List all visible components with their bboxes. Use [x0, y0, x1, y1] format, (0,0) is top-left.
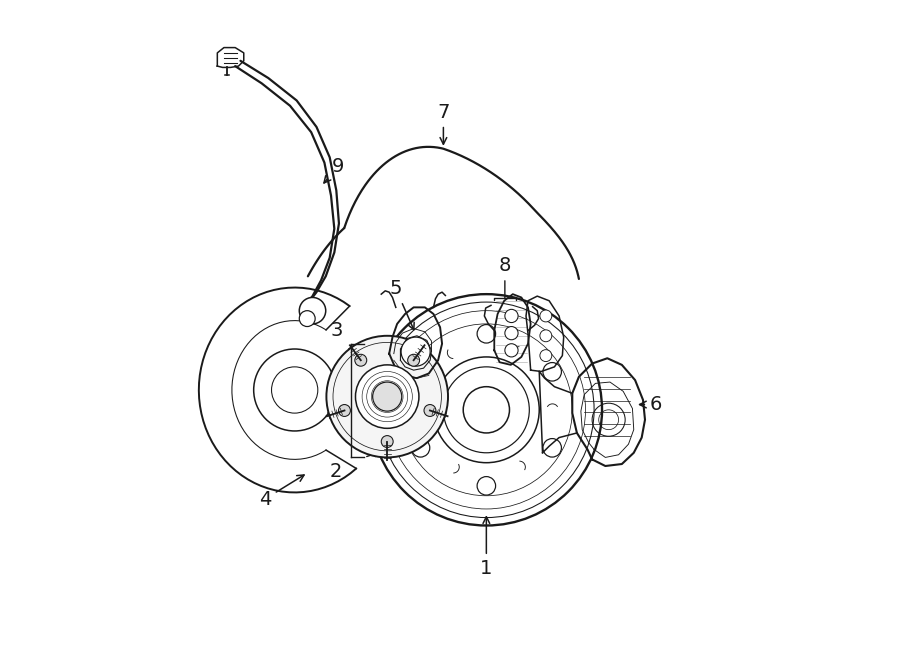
Circle shape — [540, 350, 552, 362]
Circle shape — [424, 405, 436, 416]
Text: 1: 1 — [481, 517, 492, 578]
Circle shape — [505, 309, 518, 323]
Text: 9: 9 — [324, 157, 344, 183]
Circle shape — [505, 327, 518, 340]
Circle shape — [300, 297, 326, 324]
Circle shape — [327, 336, 448, 457]
Text: 2: 2 — [330, 462, 343, 481]
Circle shape — [540, 310, 552, 322]
Circle shape — [477, 325, 496, 343]
Circle shape — [338, 405, 350, 416]
Circle shape — [477, 477, 496, 495]
Circle shape — [355, 354, 366, 366]
Text: 4: 4 — [258, 475, 304, 508]
FancyBboxPatch shape — [381, 407, 397, 426]
Circle shape — [408, 354, 419, 366]
Circle shape — [505, 344, 518, 357]
FancyBboxPatch shape — [381, 354, 397, 373]
Circle shape — [373, 382, 401, 411]
Circle shape — [401, 337, 430, 366]
Circle shape — [254, 349, 336, 431]
Circle shape — [300, 311, 315, 327]
Circle shape — [540, 330, 552, 342]
Circle shape — [382, 436, 393, 447]
Text: 6: 6 — [640, 395, 662, 414]
Text: 5: 5 — [390, 280, 414, 330]
Circle shape — [464, 387, 509, 433]
Circle shape — [356, 365, 418, 428]
Text: 8: 8 — [494, 256, 516, 300]
Circle shape — [543, 362, 562, 381]
Circle shape — [411, 439, 430, 457]
Text: 7: 7 — [437, 103, 450, 144]
Circle shape — [543, 439, 562, 457]
Text: 3: 3 — [330, 321, 343, 340]
Circle shape — [411, 362, 430, 381]
